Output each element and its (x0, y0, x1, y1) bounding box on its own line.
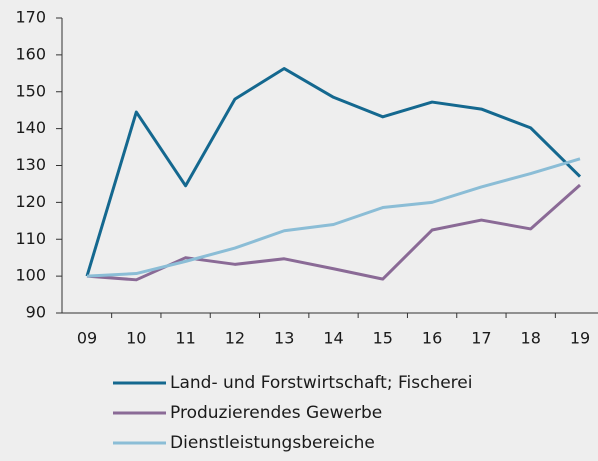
x-tick-label: 19 (570, 329, 590, 348)
x-tick-label: 09 (77, 329, 97, 348)
x-tick-label: 12 (225, 329, 245, 348)
line-series (85, 67, 582, 277)
y-tick-label: 120 (15, 192, 46, 211)
legend-label: Produzierendes Gewerbe (170, 403, 382, 423)
y-tick-label: 90 (26, 303, 46, 322)
legend-label: Land- und Forstwirtschaft; Fischerei (170, 373, 472, 393)
y-tick-label: 170 (15, 8, 46, 27)
y-tick-label: 150 (15, 81, 46, 100)
legend-label: Dienstleistungsbereiche (170, 433, 375, 453)
y-tick-label: 160 (15, 44, 46, 63)
y-tick-label: 110 (15, 229, 46, 248)
y-tick-label: 130 (15, 155, 46, 174)
x-tick-label: 16 (422, 329, 442, 348)
x-tick-label: 13 (274, 329, 294, 348)
line-series (86, 183, 581, 282)
x-tick-label: 14 (323, 329, 343, 348)
x-tick-label: 17 (471, 329, 491, 348)
x-tick-label: 18 (521, 329, 541, 348)
x-tick-label: 11 (175, 329, 195, 348)
y-tick-label: 140 (15, 118, 46, 137)
line-series (86, 157, 581, 278)
x-tick-label: 15 (373, 329, 393, 348)
x-tick-label: 10 (126, 329, 146, 348)
y-tick-label: 100 (15, 266, 46, 285)
